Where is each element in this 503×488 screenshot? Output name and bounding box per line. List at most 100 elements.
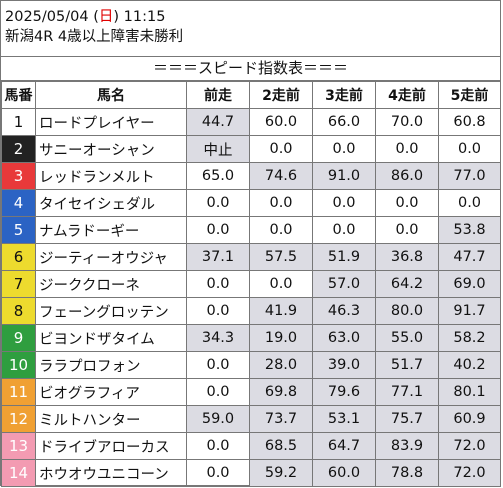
col-header-last-race: 前走 bbox=[186, 81, 250, 109]
speed-index-value: 69.8 bbox=[249, 378, 313, 406]
speed-index-value: 66.0 bbox=[312, 108, 376, 136]
horse-number: 10 bbox=[1, 351, 36, 379]
speed-index-value: 0.0 bbox=[375, 135, 439, 163]
horse-name: ナムラドーギー bbox=[35, 216, 187, 244]
table-banner: ＝＝＝スピード指数表＝＝＝ bbox=[1, 56, 500, 81]
speed-index-value: 39.0 bbox=[312, 351, 376, 379]
speed-index-value: 57.5 bbox=[249, 243, 313, 271]
speed-index-value: 0.0 bbox=[375, 189, 439, 217]
speed-index-value: 0.0 bbox=[186, 297, 250, 325]
horse-name: ジーティーオウジャ bbox=[35, 243, 187, 271]
table-row: 6 ジーティーオウジャ 37.1 57.5 51.9 36.8 47.7 bbox=[1, 243, 501, 271]
table-row: 14 ホウオウユニコーン 0.0 59.2 60.0 78.8 72.0 bbox=[1, 459, 501, 487]
table-row: 1 ロードプレイヤー 44.7 60.0 66.0 70.0 60.8 bbox=[1, 108, 501, 136]
weekday-close: ) bbox=[113, 9, 120, 25]
horse-number: 12 bbox=[1, 405, 36, 433]
table-row: 9 ビヨンドザタイム 34.3 19.0 63.0 55.0 58.2 bbox=[1, 324, 501, 352]
horse-name: ビヨンドザタイム bbox=[35, 324, 187, 352]
speed-index-value: 0.0 bbox=[249, 135, 313, 163]
speed-index-value: 60.8 bbox=[438, 108, 501, 136]
horse-name: フェーングロッテン bbox=[35, 297, 187, 325]
speed-index-value: 34.3 bbox=[186, 324, 250, 352]
horse-number: 8 bbox=[1, 297, 36, 325]
horse-number: 3 bbox=[1, 162, 36, 190]
speed-index-value: 中止 bbox=[186, 135, 250, 163]
speed-index-value: 0.0 bbox=[186, 432, 250, 460]
race-name: 新潟4R 4歳以上障害未勝利 bbox=[5, 29, 184, 45]
race-header: 2025/05/04 (日) 11:15 新潟4R 4歳以上障害未勝利 bbox=[1, 1, 500, 56]
horse-name: レッドランメルト bbox=[35, 162, 187, 190]
horse-number: 6 bbox=[1, 243, 36, 271]
speed-index-value: 72.0 bbox=[438, 432, 501, 460]
horse-name: タイセイシェダル bbox=[35, 189, 187, 217]
speed-index-value: 0.0 bbox=[312, 189, 376, 217]
horse-number: 9 bbox=[1, 324, 36, 352]
speed-index-value: 74.6 bbox=[249, 162, 313, 190]
speed-index-value: 41.9 bbox=[249, 297, 313, 325]
speed-index-value: 60.0 bbox=[312, 459, 376, 487]
horse-name: ララプロフォン bbox=[35, 351, 187, 379]
speed-index-value: 28.0 bbox=[249, 351, 313, 379]
speed-index-value: 0.0 bbox=[438, 189, 501, 217]
horse-number: 7 bbox=[1, 270, 36, 298]
speed-index-value: 69.0 bbox=[438, 270, 501, 298]
speed-index-value: 51.9 bbox=[312, 243, 376, 271]
speed-index-value: 91.7 bbox=[438, 297, 501, 325]
horse-number: 2 bbox=[1, 135, 36, 163]
speed-index-value: 0.0 bbox=[186, 216, 250, 244]
speed-index-value: 0.0 bbox=[186, 459, 250, 487]
speed-index-value: 75.7 bbox=[375, 405, 439, 433]
speed-index-value: 68.5 bbox=[249, 432, 313, 460]
speed-index-value: 0.0 bbox=[186, 351, 250, 379]
speed-index-value: 91.0 bbox=[312, 162, 376, 190]
table-row: 12 ミルトハンター 59.0 73.7 53.1 75.7 60.9 bbox=[1, 405, 501, 433]
speed-index-value: 55.0 bbox=[375, 324, 439, 352]
table-row: 8 フェーングロッテン 0.0 41.9 46.3 80.0 91.7 bbox=[1, 297, 501, 325]
table-row: 3 レッドランメルト 65.0 74.6 91.0 86.0 77.0 bbox=[1, 162, 501, 190]
horse-name: サニーオーシャン bbox=[35, 135, 187, 163]
speed-index-value: 73.7 bbox=[249, 405, 313, 433]
speed-index-value: 77.0 bbox=[438, 162, 501, 190]
weekday: 日 bbox=[98, 9, 114, 25]
speed-index-value: 0.0 bbox=[249, 270, 313, 298]
race-date: 2025/05/04 bbox=[5, 9, 89, 25]
speed-index-value: 77.1 bbox=[375, 378, 439, 406]
speed-index-value: 59.0 bbox=[186, 405, 250, 433]
table-row: 5 ナムラドーギー 0.0 0.0 0.0 0.0 53.8 bbox=[1, 216, 501, 244]
col-header-4-races-ago: 4走前 bbox=[375, 81, 439, 109]
table-header-row: 馬番 馬名 前走 2走前 3走前 4走前 5走前 bbox=[1, 81, 501, 109]
speed-index-value: 57.0 bbox=[312, 270, 376, 298]
horse-name: ビオグラフィア bbox=[35, 378, 187, 406]
speed-index-value: 37.1 bbox=[186, 243, 250, 271]
speed-index-value: 65.0 bbox=[186, 162, 250, 190]
speed-index-value: 80.0 bbox=[375, 297, 439, 325]
speed-index-value: 53.8 bbox=[438, 216, 501, 244]
col-header-5-races-ago: 5走前 bbox=[438, 81, 501, 109]
col-header-number: 馬番 bbox=[1, 81, 36, 109]
speed-index-value: 36.8 bbox=[375, 243, 439, 271]
speed-index-value: 19.0 bbox=[249, 324, 313, 352]
horse-number: 1 bbox=[1, 108, 36, 136]
speed-index-value: 59.2 bbox=[249, 459, 313, 487]
speed-index-value: 72.0 bbox=[438, 459, 501, 487]
speed-index-value: 70.0 bbox=[375, 108, 439, 136]
col-header-3-races-ago: 3走前 bbox=[312, 81, 376, 109]
speed-index-value: 64.7 bbox=[312, 432, 376, 460]
speed-index-value: 40.2 bbox=[438, 351, 501, 379]
speed-index-value: 60.9 bbox=[438, 405, 501, 433]
speed-index-value: 86.0 bbox=[375, 162, 439, 190]
speed-index-table: 馬番 馬名 前走 2走前 3走前 4走前 5走前 1 ロードプレイヤー 44.7 60… bbox=[1, 81, 501, 487]
speed-index-value: 51.7 bbox=[375, 351, 439, 379]
speed-index-value: 0.0 bbox=[186, 270, 250, 298]
horse-name: ジーククローネ bbox=[35, 270, 187, 298]
horse-name: ミルトハンター bbox=[35, 405, 187, 433]
speed-index-value: 0.0 bbox=[249, 216, 313, 244]
speed-index-value: 0.0 bbox=[249, 189, 313, 217]
speed-index-value: 0.0 bbox=[312, 135, 376, 163]
table-row: 2 サニーオーシャン 中止 0.0 0.0 0.0 0.0 bbox=[1, 135, 501, 163]
table-row: 7 ジーククローネ 0.0 0.0 57.0 64.2 69.0 bbox=[1, 270, 501, 298]
speed-index-value: 79.6 bbox=[312, 378, 376, 406]
speed-index-value: 58.2 bbox=[438, 324, 501, 352]
col-header-horse-name: 馬名 bbox=[35, 81, 187, 109]
speed-index-value: 0.0 bbox=[312, 216, 376, 244]
